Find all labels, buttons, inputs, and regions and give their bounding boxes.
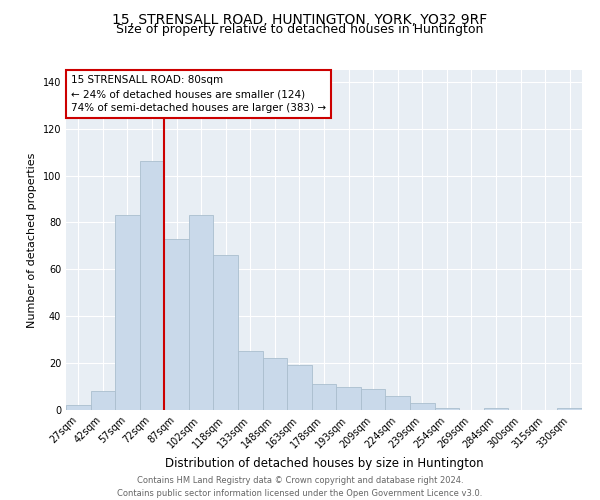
Bar [66, 406, 91, 410]
Bar [557, 408, 582, 410]
Bar [484, 408, 508, 410]
Bar [385, 396, 410, 410]
Y-axis label: Number of detached properties: Number of detached properties [27, 152, 37, 328]
Bar [189, 216, 214, 410]
Bar [410, 403, 434, 410]
Bar [91, 391, 115, 410]
Bar [214, 255, 238, 410]
X-axis label: Distribution of detached houses by size in Huntington: Distribution of detached houses by size … [164, 456, 484, 469]
Text: Size of property relative to detached houses in Huntington: Size of property relative to detached ho… [116, 22, 484, 36]
Bar [140, 162, 164, 410]
Bar [263, 358, 287, 410]
Bar [115, 216, 140, 410]
Bar [361, 389, 385, 410]
Bar [287, 366, 312, 410]
Bar [238, 352, 263, 410]
Bar [336, 386, 361, 410]
Text: 15 STRENSALL ROAD: 80sqm
← 24% of detached houses are smaller (124)
74% of semi-: 15 STRENSALL ROAD: 80sqm ← 24% of detach… [71, 75, 326, 113]
Bar [312, 384, 336, 410]
Bar [164, 239, 189, 410]
Text: 15, STRENSALL ROAD, HUNTINGTON, YORK, YO32 9RF: 15, STRENSALL ROAD, HUNTINGTON, YORK, YO… [112, 12, 488, 26]
Text: Contains HM Land Registry data © Crown copyright and database right 2024.
Contai: Contains HM Land Registry data © Crown c… [118, 476, 482, 498]
Bar [434, 408, 459, 410]
